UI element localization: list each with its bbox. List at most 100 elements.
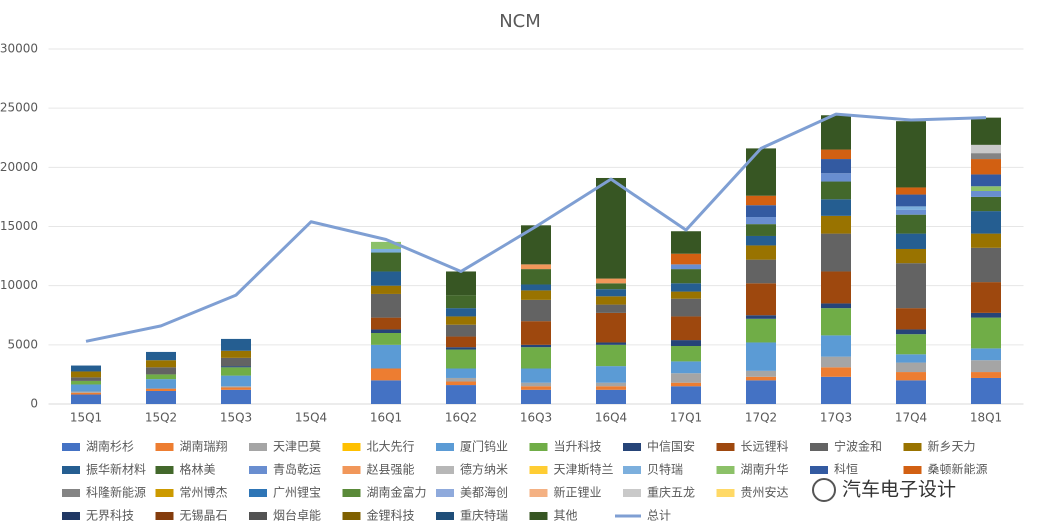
bar-segment [971, 360, 1001, 373]
bar-segment [671, 346, 701, 362]
bar-segment [896, 233, 926, 249]
legend-item: 新正锂业 [529, 485, 602, 500]
bar-segment [821, 181, 851, 200]
bar-segment [971, 174, 1001, 187]
bar-segment [71, 392, 101, 395]
legend-swatch [342, 466, 361, 474]
legend-swatch [342, 489, 361, 497]
bar-segment [521, 269, 551, 285]
bar-segment [821, 233, 851, 272]
bar-segment [596, 296, 626, 305]
legend-label: 青岛乾运 [273, 462, 321, 477]
bar-segment [746, 342, 776, 371]
legend-item: 赵县强能 [342, 463, 415, 477]
legend-label: 广州锂宝 [273, 485, 321, 500]
bar-segment [821, 356, 851, 368]
bar-segment [71, 371, 101, 378]
legend-item: 北大先行 [342, 440, 415, 454]
bar-segment [146, 374, 176, 380]
bar-segment [521, 389, 551, 404]
legend-swatch [529, 512, 548, 520]
bar-segment [671, 269, 701, 284]
legend-swatch [716, 466, 735, 474]
bar-segment [746, 370, 776, 377]
bar-segment [446, 295, 476, 309]
legend-swatch [62, 512, 80, 520]
x-tick-label: 15Q3 [220, 411, 252, 425]
legend-item: 天津巴莫 [249, 440, 321, 454]
bar-segment [521, 386, 551, 390]
bar-segment [596, 389, 626, 404]
bar-segment [821, 376, 851, 404]
y-tick-label: 0 [30, 397, 38, 411]
legend-label: 科恒 [834, 463, 858, 477]
legend-swatch [810, 466, 828, 474]
legend-label: 无锡晶石 [180, 508, 228, 523]
legend-label: 总计 [647, 509, 671, 523]
bar-segment [221, 389, 251, 404]
bar-segment [971, 247, 1001, 283]
legend-swatch [249, 489, 267, 497]
bar-segment [371, 333, 401, 345]
legend-item: 贝特瑞 [623, 462, 683, 477]
legend-item: 长远锂科 [716, 439, 789, 454]
y-tick-label: 25000 [0, 101, 38, 115]
legend-swatch [249, 443, 267, 451]
legend-swatch [716, 443, 735, 451]
bar-segment [671, 264, 701, 270]
bar-segment [146, 388, 176, 391]
bar-segment [596, 366, 626, 383]
bar-segment [146, 360, 176, 368]
bar-segment [671, 283, 701, 292]
bar-segment [971, 186, 1001, 191]
legend-item: 中信国安 [623, 439, 695, 454]
legend-item: 总计 [615, 509, 671, 523]
bar-segment [821, 303, 851, 309]
bar-segment [896, 187, 926, 195]
bar-segment [371, 293, 401, 318]
bar-segment [71, 380, 101, 385]
bar-segment [971, 348, 1001, 361]
legend-label: 格林美 [180, 462, 216, 477]
legend-label: 常州博杰 [180, 485, 228, 500]
bar-segment [746, 148, 776, 196]
legend-item: 重庆五龙 [623, 486, 695, 500]
legend-swatch [62, 466, 80, 474]
legend-item: 重庆特瑞 [436, 508, 508, 523]
bar-segment [746, 224, 776, 236]
legend-label: 宁波金和 [834, 439, 882, 454]
bar-segment [971, 233, 1001, 248]
bar-segment [446, 271, 476, 296]
legend-label: 振华新材料 [86, 462, 146, 477]
bar-segment [821, 149, 851, 160]
bar-segment [896, 121, 926, 188]
bar-segment [971, 159, 1001, 175]
legend-item: 当升科技 [529, 440, 602, 454]
legend-swatch [342, 443, 361, 451]
legend-item: 贵州安达 [716, 485, 789, 500]
x-tick-label: 16Q1 [370, 411, 402, 425]
legend-item: 美都海创 [436, 485, 508, 500]
bar-segment [821, 199, 851, 216]
bar-segment [371, 241, 401, 249]
bar-segment [671, 382, 701, 387]
legend-swatch [155, 489, 174, 497]
bar-segment [221, 357, 251, 367]
bar-segment [896, 263, 926, 309]
legend-item: 振华新材料 [62, 462, 146, 477]
legend-label: 科隆新能源 [86, 485, 146, 500]
bar-segment [746, 205, 776, 218]
legend-label: 贵州安达 [741, 485, 789, 500]
legend-item: 德方纳米 [436, 462, 508, 477]
legend-swatch [342, 512, 361, 520]
legend-item: 科恒 [810, 463, 858, 477]
bar-segment [596, 344, 626, 367]
legend-label: 其他 [554, 509, 578, 523]
bar-segment [71, 377, 101, 381]
bar-segment [971, 312, 1001, 318]
bar-segment [446, 324, 476, 337]
legend-swatch [249, 512, 267, 520]
x-tick-label: 15Q4 [295, 411, 327, 425]
bar-segment [221, 387, 251, 390]
